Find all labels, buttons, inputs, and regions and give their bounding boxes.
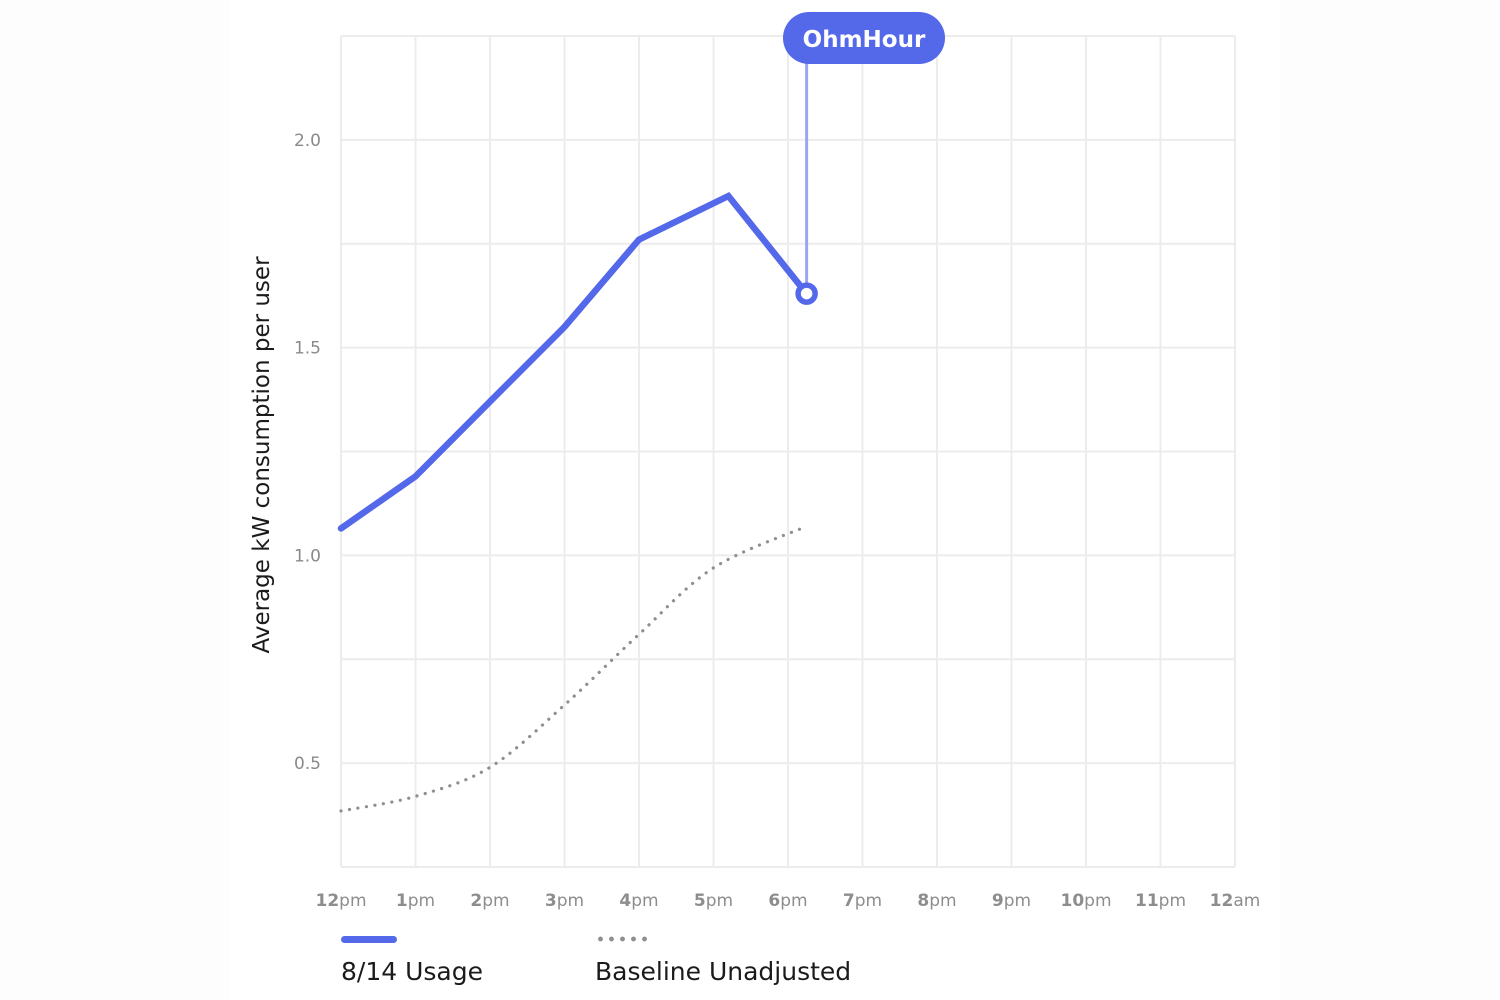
y-tick-label: 1.0 [294, 546, 321, 566]
x-tick-label: 2pm [470, 891, 509, 911]
legend-label-baseline: Baseline Unadjusted [595, 957, 852, 986]
x-tick-label: 11pm [1135, 891, 1186, 911]
x-tick-label: 3pm [545, 891, 584, 911]
usage-legend-swatch [341, 936, 397, 943]
x-axis-ticks: 12pm 1pm 2pm 3pm 4pm 5pm 6pm 7pm 8pm 9pm 10pm 11pm 1… [315, 891, 1260, 911]
baseline-unadjusted-line [339, 524, 809, 813]
ohmhour-badge[interactable]: OhmHour [783, 12, 945, 64]
x-tick-label: 12am [1210, 891, 1261, 911]
x-tick-label: 4pm [619, 891, 658, 911]
legend-item-baseline[interactable]: Baseline Unadjusted [595, 936, 851, 986]
x-tick-label: 6pm [768, 891, 807, 911]
chart-card [230, 0, 1280, 1000]
usage-line [337, 191, 810, 532]
x-tick-label: 1pm [396, 891, 435, 911]
legend-label-usage: 8/14 Usage [341, 957, 483, 986]
y-axis-ticks: 0.5 1.0 1.5 2.0 [294, 131, 321, 774]
y-tick-label: 0.5 [294, 754, 321, 774]
x-tick-label: 7pm [843, 891, 882, 911]
chart-grid [340, 35, 1236, 868]
baseline-legend-swatch [595, 936, 651, 942]
y-tick-label: 1.5 [294, 339, 321, 359]
y-tick-label: 2.0 [294, 131, 321, 151]
x-tick-label: 9pm [992, 891, 1031, 911]
ohmhour-badge-label: OhmHour [803, 27, 926, 53]
x-tick-label: 5pm [694, 891, 733, 911]
legend-item-usage[interactable]: 8/14 Usage [341, 936, 483, 986]
x-tick-label: 8pm [917, 891, 956, 911]
ohmhour-point-marker[interactable] [795, 282, 818, 305]
x-tick-label: 12pm [315, 891, 366, 911]
y-axis-label: Average kW consumption per user [249, 256, 275, 654]
x-tick-label: 10pm [1060, 891, 1111, 911]
